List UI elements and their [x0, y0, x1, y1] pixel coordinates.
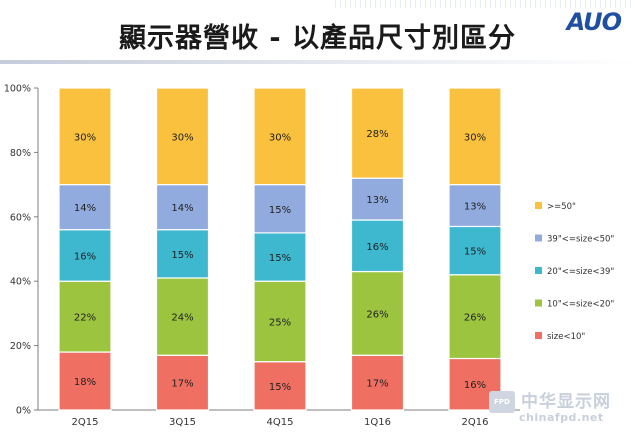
data-label: 13% [464, 202, 486, 213]
bar-segment [58, 351, 112, 411]
data-label: 30% [74, 132, 96, 143]
data-label: 26% [366, 309, 388, 320]
legend-swatch [535, 299, 542, 307]
data-label: 30% [171, 132, 193, 143]
legend-label: 20"<=size<39" [547, 267, 614, 277]
data-label: 18% [74, 377, 96, 388]
bar-segment [253, 232, 307, 282]
y-tick-label: 100% [4, 84, 31, 95]
bar-segment [155, 87, 210, 186]
x-tick-label: 2Q15 [72, 417, 99, 428]
legend-label: >=50" [547, 202, 576, 212]
header-decoration [335, 0, 635, 8]
watermark: FPD 中华显示网 chinafpd.net [489, 387, 627, 427]
bar-segment [155, 277, 210, 356]
data-label: 16% [366, 242, 388, 253]
legend-swatch [535, 332, 542, 339]
data-label: 25% [269, 317, 291, 328]
x-tick-label: 2Q16 [462, 417, 489, 428]
watermark-name: 中华显示网 [521, 392, 611, 412]
bar-segment [253, 87, 307, 186]
x-tick-label: 1Q16 [364, 417, 391, 428]
bar-segment [448, 225, 502, 276]
data-label: 30% [269, 132, 291, 143]
legend-label: 39"<=size<50" [547, 235, 614, 245]
watermark-url: chinafpd.net [519, 411, 604, 424]
legend-label: size<10" [547, 332, 585, 342]
bar-segment [58, 87, 112, 186]
y-tick-label: 60% [10, 212, 31, 223]
bar-segment [155, 229, 210, 279]
data-label: 14% [74, 203, 96, 214]
bar-segment [350, 177, 405, 221]
bar-segment [253, 361, 307, 411]
bar-segment [350, 270, 405, 356]
y-tick-label: 80% [10, 148, 31, 159]
data-label: 17% [171, 379, 193, 390]
bar-segment [448, 87, 502, 186]
bar-segment [58, 184, 112, 231]
data-label: 15% [269, 382, 291, 393]
data-label: 26% [464, 313, 486, 324]
data-label: 24% [171, 313, 193, 324]
legend-swatch [535, 202, 542, 209]
data-label: 15% [171, 250, 193, 261]
watermark-badge: FPD [489, 391, 515, 413]
data-label: 22% [74, 313, 96, 324]
auo-logo: AUO [566, 8, 622, 36]
bar-segment [155, 354, 210, 411]
legend-swatch [535, 234, 542, 242]
bar-segment [448, 184, 502, 228]
header-divider [0, 60, 635, 64]
y-tick-label: 20% [10, 341, 31, 352]
data-label: 17% [366, 379, 388, 390]
bar-segment [58, 229, 112, 282]
data-label: 13% [366, 195, 388, 206]
legend-label: 10"<=size<20" [547, 300, 614, 310]
data-label: 15% [269, 253, 291, 264]
bar-segment [253, 184, 307, 234]
data-label: 28% [366, 129, 388, 140]
data-label: 16% [74, 251, 96, 262]
data-label: 30% [464, 132, 486, 143]
x-tick-label: 4Q15 [267, 417, 294, 428]
bar-segment [253, 280, 307, 363]
data-label: 14% [171, 203, 193, 214]
bar-segment [155, 184, 210, 231]
data-label: 15% [464, 247, 486, 258]
page-title: 顯示器營收 - 以產品尺寸別區分 [118, 23, 516, 54]
bar-segment [350, 87, 405, 179]
x-tick-label: 3Q15 [169, 417, 196, 428]
y-tick-label: 40% [10, 277, 31, 288]
legend-swatch [535, 267, 542, 274]
data-label: 15% [269, 205, 291, 216]
data-label: 16% [464, 380, 486, 391]
y-tick-label: 0% [16, 406, 31, 417]
